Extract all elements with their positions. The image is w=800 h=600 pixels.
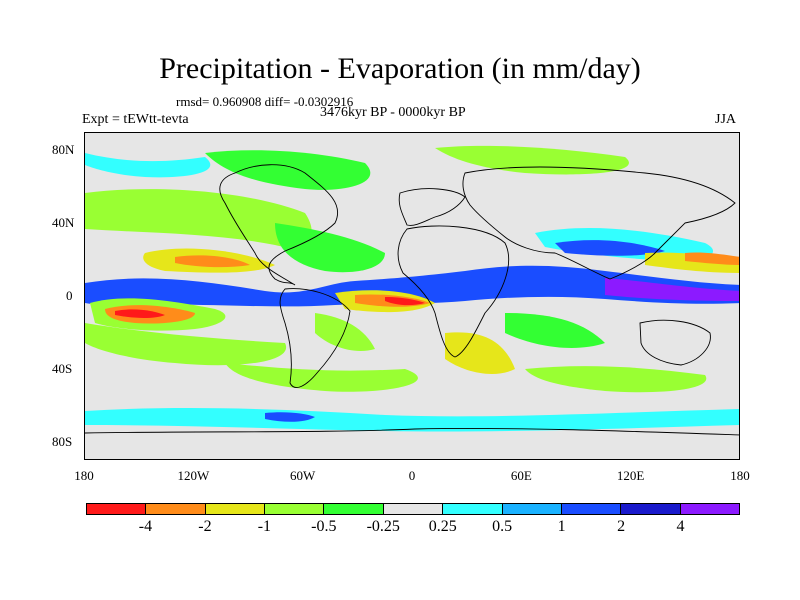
colorbar-label: 1 (557, 518, 566, 535)
colorbar-cell (383, 504, 444, 514)
colorbar-cell (205, 504, 266, 514)
y-tick-label: 40S (52, 360, 73, 376)
stats-label: rmsd= 0.960908 diff= -0.0302916 (176, 94, 354, 109)
colorbar-label: 0.25 (428, 518, 457, 535)
colorbar-label: 0.5 (492, 518, 513, 535)
experiment-label: Expt = tEWtt-tevta (82, 112, 189, 127)
y-tick-label: 0 (66, 288, 73, 303)
colorbar (86, 503, 740, 515)
colorbar-label: 4 (676, 518, 685, 535)
colorbar-label: -4 (138, 518, 153, 535)
x-tick-label: 180 (74, 468, 94, 483)
colorbar-label: 2 (617, 518, 626, 535)
colorbar-cell (621, 504, 681, 514)
period-label: 3476kyr BP - 0000kyr BP (320, 105, 466, 120)
precip-evap-map (85, 145, 739, 436)
colorbar-label: -1 (257, 518, 272, 535)
colorbar-label: -0.5 (311, 518, 337, 535)
x-tick-label: 120E (616, 468, 645, 483)
chart-title: Precipitation - Evaporation (in mm/day) (159, 52, 641, 85)
season-label: JJA (715, 112, 737, 127)
colorbar-label: -0.25 (366, 518, 400, 535)
colorbar-cell (146, 504, 206, 514)
field-patches (85, 145, 739, 432)
colorbar-cell (324, 504, 384, 514)
y-tick-label: 80S (52, 433, 73, 449)
x-tick-label: 60E (510, 468, 532, 483)
colorbar-cell (87, 504, 147, 514)
colorbar-cell (265, 504, 325, 514)
coastlines (85, 164, 739, 436)
y-tick-label: 40N (52, 215, 75, 231)
x-tick-label: 60W (290, 468, 316, 483)
colorbar-cell (443, 504, 503, 514)
colorbar-cell (680, 504, 739, 514)
x-tick-label: 120W (177, 468, 210, 483)
x-tick-label: 0 (408, 468, 416, 483)
colorbar-cell (502, 504, 562, 514)
colorbar-cell (561, 504, 622, 514)
y-tick-label: 80N (52, 142, 75, 158)
x-tick-label: 180 (730, 468, 750, 483)
colorbar-label: -2 (198, 518, 212, 535)
map-plot-area (84, 132, 740, 460)
